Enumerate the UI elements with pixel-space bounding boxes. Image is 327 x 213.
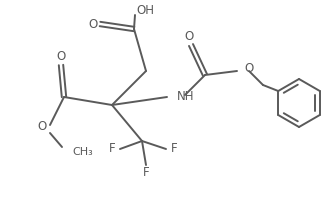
Text: O: O xyxy=(244,62,253,75)
Text: O: O xyxy=(37,121,47,134)
Text: F: F xyxy=(109,142,115,155)
Text: NH: NH xyxy=(177,89,195,102)
Text: OH: OH xyxy=(136,4,154,17)
Text: O: O xyxy=(184,30,194,43)
Text: F: F xyxy=(171,142,177,155)
Text: O: O xyxy=(56,50,66,63)
Text: O: O xyxy=(88,17,98,30)
Text: CH₃: CH₃ xyxy=(72,147,93,157)
Text: F: F xyxy=(143,167,149,180)
